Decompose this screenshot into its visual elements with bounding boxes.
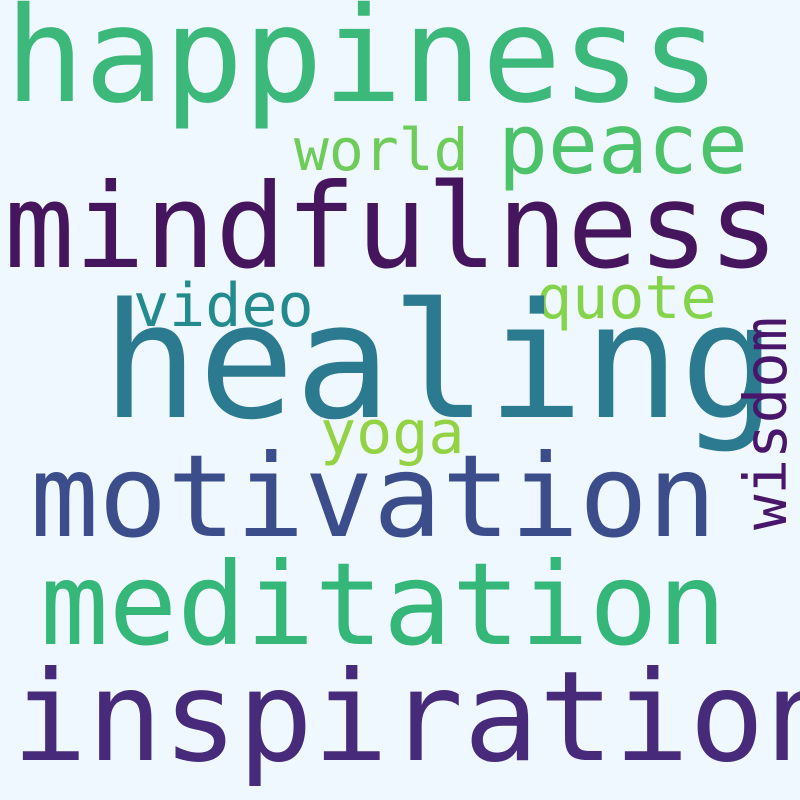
- word-peace: peace: [498, 96, 748, 193]
- word-mindfulness: mindfulness: [4, 158, 779, 295]
- word-inspiration: inspiration: [12, 645, 800, 790]
- word-healing: healing: [102, 268, 777, 455]
- word-motivation: motivation: [30, 430, 717, 563]
- word-yoga: yoga: [320, 398, 465, 468]
- word-happiness: happiness: [5, 0, 721, 133]
- word-wisdom: wisdom: [731, 316, 800, 530]
- word-quote: quote: [536, 263, 717, 333]
- word-world: world: [294, 116, 469, 184]
- word-video: video: [133, 271, 314, 341]
- word-meditation: meditation: [40, 538, 727, 671]
